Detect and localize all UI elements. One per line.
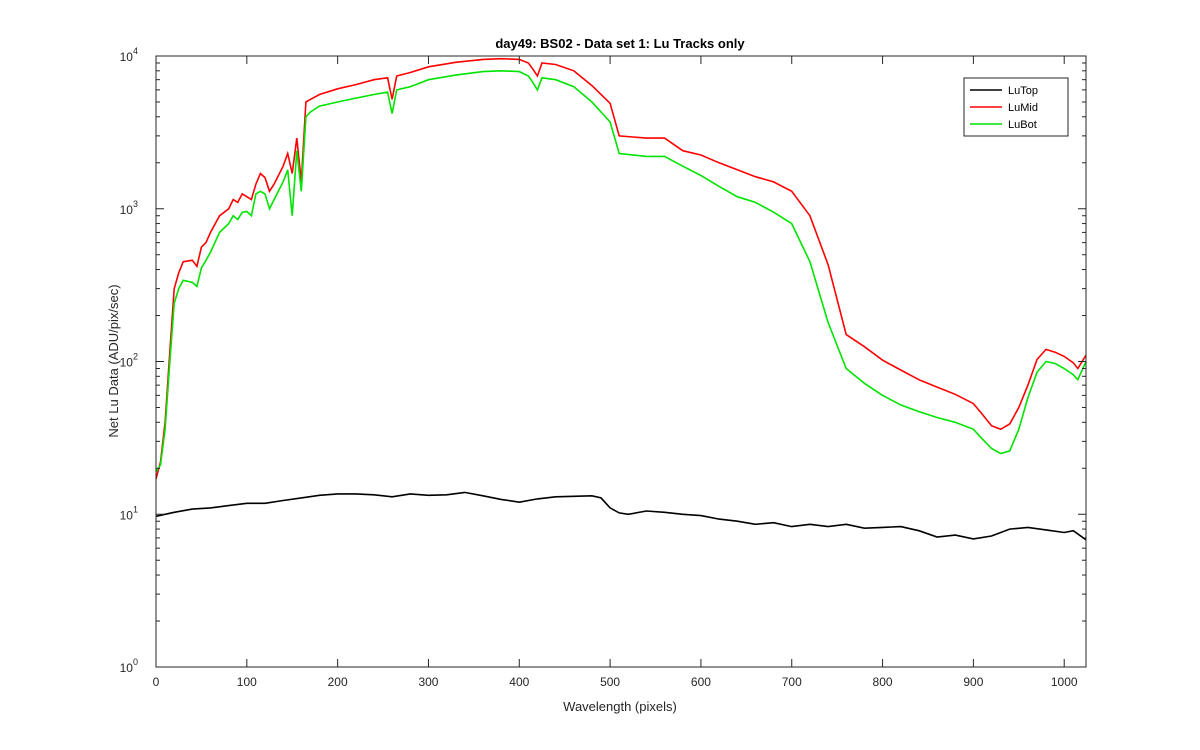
y-axis-label: Net Lu Data (ADU/pix/sec) [106,284,121,437]
x-tick-label: 900 [963,675,983,689]
x-tick-label: 100 [237,675,257,689]
y-tick-label: 104 [120,46,138,64]
x-tick-label: 400 [509,675,529,689]
x-tick-label: 700 [782,675,802,689]
legend-label-lutop: LuTop [1008,85,1038,97]
x-tick-label: 600 [691,675,711,689]
series-line-lumid [155,57,1087,480]
chart-title: day49: BS02 - Data set 1: Lu Tracks only [495,36,745,51]
legend-label-lubot: LuBot [1008,119,1037,131]
x-axis-label: Wavelength (pixels) [563,699,677,714]
x-tick-label: 300 [418,675,438,689]
y-tick-label: 102 [120,352,138,370]
y-tick-label: 100 [120,657,138,675]
x-tick-label: 500 [600,675,620,689]
y-tick-label: 101 [120,504,138,522]
legend-label-lumid: LuMid [1008,102,1038,114]
x-tick-label: 1000 [1051,675,1078,689]
y-tick-label: 103 [120,199,138,217]
series-line-lubot [155,69,1087,473]
legend: LuTop LuMid LuBot [963,77,1069,137]
x-tick-label: 200 [328,675,348,689]
x-axis: 0 100 200 300 400 500 600 700 800 900 1000 [153,56,1078,689]
plot-lines [155,57,1087,541]
series-line-lutop [155,491,1087,541]
x-tick-label: 800 [873,675,893,689]
x-tick-label: 0 [153,675,160,689]
y-axis: 100 101 102 103 104 [120,46,1086,675]
